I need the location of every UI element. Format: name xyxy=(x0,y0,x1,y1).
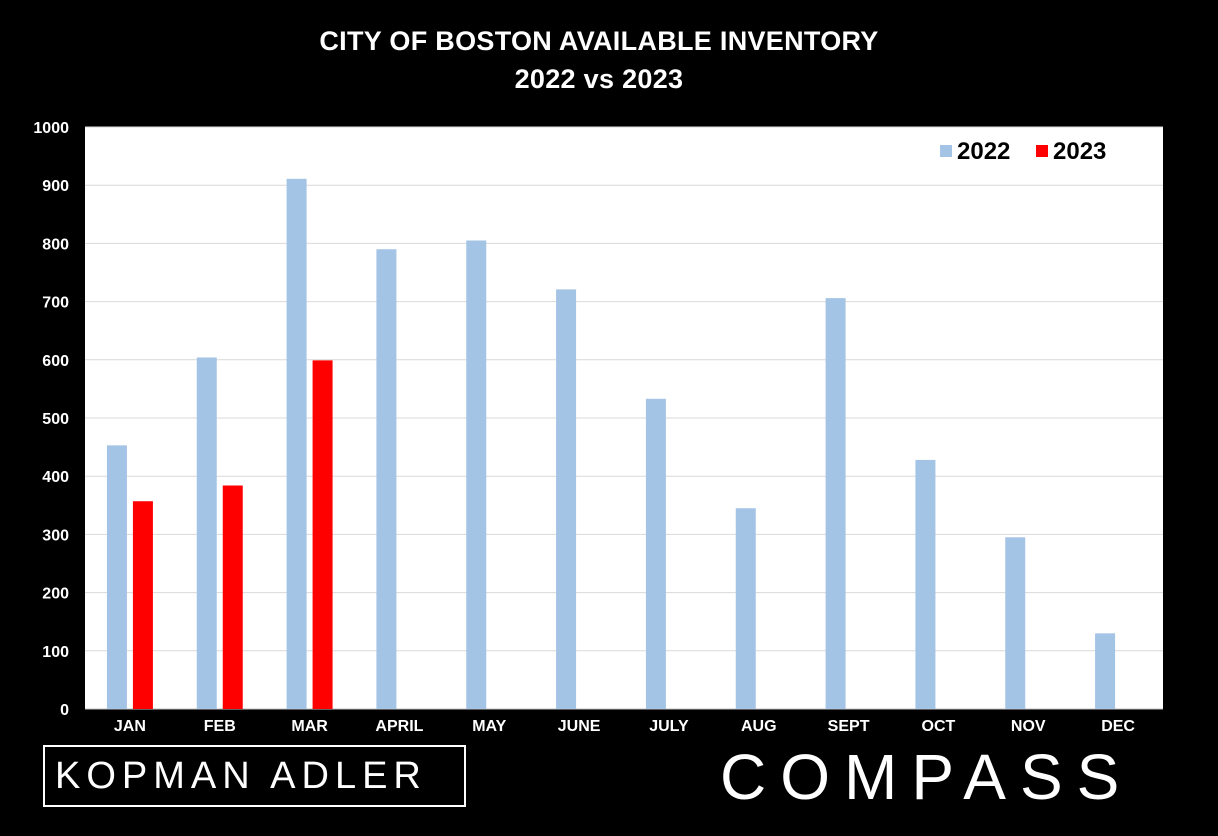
x-tick-label: MAR xyxy=(291,718,328,735)
legend-label-2023: 2023 xyxy=(1053,138,1106,165)
bar-2022-nov xyxy=(1005,537,1026,709)
x-tick-label: APRIL xyxy=(375,718,423,735)
x-tick-label: AUG xyxy=(741,718,777,735)
x-tick-label: OCT xyxy=(922,718,956,735)
chart-subtitle: 2022 vs 2023 xyxy=(514,64,684,94)
bar-2022-sept xyxy=(825,298,846,709)
bar-2022-mar xyxy=(286,178,307,710)
x-tick-label: JUNE xyxy=(558,718,601,735)
y-tick-label: 800 xyxy=(42,236,69,253)
bar-2022-aug xyxy=(735,508,756,709)
bar-2022-dec xyxy=(1095,633,1116,709)
bar-2022-feb xyxy=(196,357,217,709)
bar-2022-oct xyxy=(915,459,936,709)
y-tick-label: 500 xyxy=(42,411,69,428)
y-tick-label: 1000 xyxy=(33,120,69,137)
bar-2022-june xyxy=(556,289,577,709)
y-tick-label: 600 xyxy=(42,353,69,370)
bar-2022-may xyxy=(466,240,487,710)
x-tick-label: NOV xyxy=(1011,718,1046,735)
legend-label-2022: 2022 xyxy=(957,138,1010,165)
x-tick-label: JAN xyxy=(114,718,146,735)
bar-2022-april xyxy=(376,249,397,709)
x-tick-label: FEB xyxy=(204,718,236,735)
bar-2023-feb xyxy=(222,485,243,709)
x-tick-label: SEPT xyxy=(828,718,870,735)
compass-logo-text: COMPASS xyxy=(720,741,1134,813)
y-tick-label: 900 xyxy=(42,178,69,195)
y-tick-label: 200 xyxy=(42,586,69,603)
legend-swatch-2023 xyxy=(1036,145,1048,157)
bar-2023-jan xyxy=(132,501,153,709)
legend-swatch-2022 xyxy=(940,145,952,157)
y-tick-label: 700 xyxy=(42,295,69,312)
bar-2023-mar xyxy=(312,360,333,709)
bar-2022-july xyxy=(645,398,666,709)
chart-title: CITY OF BOSTON AVAILABLE INVENTORY xyxy=(319,26,879,56)
x-tick-label: JULY xyxy=(649,718,689,735)
x-tick-label: MAY xyxy=(472,718,506,735)
y-tick-label: 100 xyxy=(42,644,69,661)
x-tick-label: DEC xyxy=(1101,718,1135,735)
y-tick-label: 300 xyxy=(42,527,69,544)
y-tick-label: 0 xyxy=(60,702,69,719)
kopman-adler-logo-text: KOPMAN ADLER xyxy=(55,755,427,797)
y-tick-label: 400 xyxy=(42,469,69,486)
compass-logo: COMPASS xyxy=(720,740,1160,820)
bar-2022-jan xyxy=(106,445,127,709)
kopman-adler-logo: KOPMAN ADLER xyxy=(43,745,466,807)
